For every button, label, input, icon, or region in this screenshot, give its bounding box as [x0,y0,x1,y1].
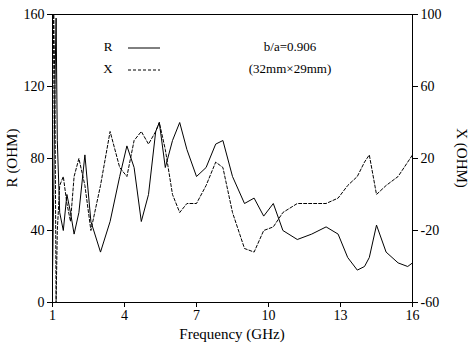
svg-text:10: 10 [262,308,276,323]
svg-text:0: 0 [38,295,45,310]
svg-text:1: 1 [49,308,56,323]
svg-text:Frequency (GHz): Frequency (GHz) [179,326,284,343]
svg-text:100: 100 [421,7,442,22]
svg-text:20: 20 [421,151,435,166]
svg-text:X (OHM): X (OHM) [453,128,470,188]
svg-text:13: 13 [334,308,348,323]
svg-text:7: 7 [193,308,200,323]
svg-text:X: X [103,61,113,76]
svg-text:60: 60 [421,79,435,94]
svg-text:160: 160 [24,7,45,22]
svg-text:4: 4 [121,308,128,323]
svg-text:b/a=0.906: b/a=0.906 [264,39,317,54]
svg-text:40: 40 [31,223,45,238]
svg-text:16: 16 [406,308,420,323]
svg-text:120: 120 [24,79,45,94]
svg-text:-20: -20 [421,223,440,238]
svg-text:R (OHM): R (OHM) [4,129,21,188]
svg-text:(32mm×29mm): (32mm×29mm) [249,61,331,76]
svg-text:80: 80 [31,151,45,166]
svg-text:-60: -60 [421,295,440,310]
svg-text:R: R [104,39,113,54]
